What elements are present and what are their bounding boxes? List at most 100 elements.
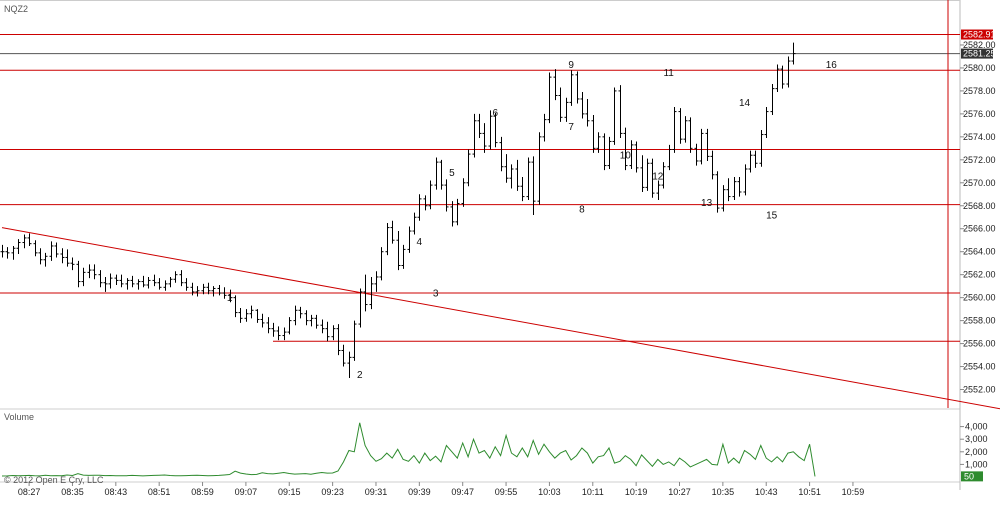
time-tick-label: 08:59 [191, 487, 214, 497]
ohlc-bar [753, 150, 758, 168]
last-volume-tag-text: 50 [964, 471, 974, 481]
volume-series [1, 422, 816, 477]
ohlc-bar [780, 65, 785, 89]
ohlc-bar [434, 157, 439, 190]
ohlc-bar [190, 282, 195, 296]
ohlc-bar [537, 132, 542, 205]
ohlc-bar [184, 278, 189, 291]
wave-label: 6 [492, 108, 498, 119]
ohlc-bar [293, 305, 298, 326]
volume-tick-label: 1,000 [965, 459, 988, 469]
ohlc-bar [591, 115, 596, 153]
ohlc-bars [0, 42, 796, 379]
time-tick-label: 10:35 [712, 487, 735, 497]
ohlc-bar [678, 108, 683, 144]
ohlc-bar [743, 164, 748, 196]
ohlc-bar [564, 97, 569, 122]
wave-label: 5 [449, 168, 455, 179]
ohlc-bar [320, 319, 325, 334]
ohlc-bar [423, 195, 428, 211]
time-tick-label: 09:07 [235, 487, 258, 497]
price-tick-label: 2574.00 [963, 132, 996, 142]
ohlc-bar [136, 279, 141, 290]
ohlc-bar [721, 185, 726, 212]
ohlc-bar [455, 198, 460, 226]
ohlc-bar [38, 248, 43, 265]
ohlc-bar [125, 278, 130, 290]
ohlc-bar [76, 260, 81, 288]
ohlc-bar [477, 113, 482, 139]
last-volume-tag [961, 471, 983, 482]
ohlc-bar [141, 275, 146, 288]
wave-label: 2 [357, 370, 363, 381]
ohlc-bar [331, 325, 336, 341]
trend-line [1, 227, 1000, 410]
ohlc-bar [222, 287, 227, 299]
ohlc-bar [16, 239, 21, 255]
ohlc-bar [341, 344, 346, 367]
wave-label: 4 [417, 237, 423, 248]
ohlc-bar [298, 306, 303, 319]
ohlc-bar [759, 129, 764, 167]
ohlc-bar [87, 264, 92, 279]
ohlc-bar [211, 286, 216, 297]
price-tick-label: 2576.00 [963, 109, 996, 119]
time-axis[interactable]: 08:27 08:35 08:43 08:51 08:59 09:07 09:15 09:23… [18, 482, 864, 497]
ohlc-bar [27, 233, 32, 246]
copyright-label: © 2012 Open E Cry, LLC [4, 475, 104, 485]
ohlc-bar [49, 241, 54, 261]
volume-label: Volume [4, 412, 34, 422]
symbol-label: NQZ2 [4, 4, 28, 14]
ohlc-bar [217, 285, 222, 296]
ohlc-bar [5, 247, 10, 259]
price-tick-label: 2570.00 [963, 178, 996, 188]
ohlc-bar [770, 84, 775, 116]
ohlc-bar [466, 149, 471, 187]
price-tick-label: 2558.00 [963, 316, 996, 326]
ohlc-bar [650, 158, 655, 198]
ohlc-bar [694, 143, 699, 166]
ohlc-bar [309, 314, 314, 327]
ohlc-bar [325, 321, 330, 342]
ohlc-bar [33, 240, 38, 257]
ohlc-bar [547, 72, 552, 124]
ohlc-bar [488, 110, 493, 150]
ohlc-bar [607, 136, 612, 170]
time-tick-label: 10:59 [842, 487, 865, 497]
ohlc-bar [314, 314, 319, 329]
ohlc-bar [276, 326, 281, 341]
ohlc-bar [352, 320, 357, 361]
time-tick-label: 08:27 [18, 487, 41, 497]
ohlc-bar [266, 317, 271, 334]
wave-label: 1 [227, 293, 233, 304]
ohlc-bar [54, 242, 59, 258]
price-tick-label: 2578.00 [963, 86, 996, 96]
ohlc-bar [43, 252, 48, 267]
time-tick-label: 10:11 [582, 487, 604, 497]
ohlc-bar [504, 154, 509, 183]
price-tick-label: 2568.00 [963, 201, 996, 211]
ohlc-bar [661, 162, 666, 189]
ohlc-bar [732, 177, 737, 201]
ohlc-bar [569, 70, 574, 106]
ohlc-bar [11, 245, 16, 260]
wave-label: 10 [620, 151, 632, 162]
last-price-tag-text: 2581.25 [963, 49, 996, 59]
ohlc-bar [672, 106, 677, 153]
ohlc-bar [499, 136, 504, 172]
ohlc-bar [60, 248, 65, 264]
ohlc-bar [390, 220, 395, 244]
ohlc-bar [70, 257, 75, 271]
time-tick-label: 08:51 [148, 487, 171, 497]
ohlc-bar [705, 128, 710, 161]
wave-label: 9 [568, 60, 574, 71]
ohlc-bar [645, 158, 650, 191]
ohlc-bar [412, 212, 417, 235]
ohlc-bar [509, 164, 514, 189]
price-axis[interactable]: 2552.00 2554.00 2556.00 2558.00 2560.00 2562.… [960, 29, 996, 482]
ohlc-bar [244, 309, 249, 322]
horizontal-levels [0, 0, 1000, 410]
ohlc-bar [228, 289, 233, 303]
